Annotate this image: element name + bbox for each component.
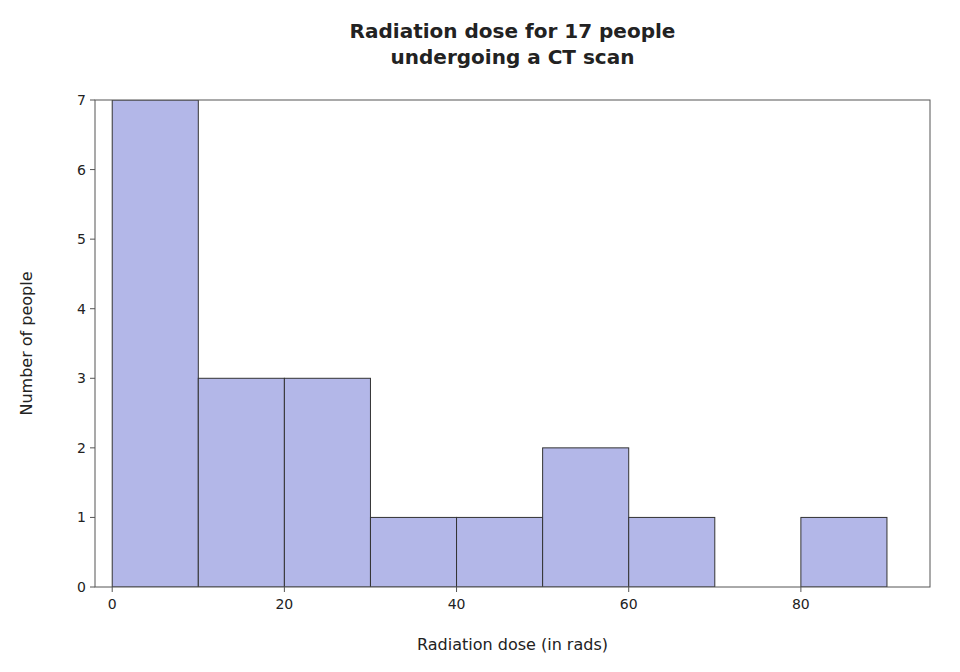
histogram-bar [198, 378, 284, 587]
histogram-bar [112, 100, 198, 587]
y-tick [90, 517, 95, 518]
y-tick-label: 3 [77, 370, 86, 386]
histogram-bar [457, 517, 543, 587]
y-tick [90, 587, 95, 588]
x-axis: 0 20 40 60 80 [108, 587, 810, 612]
x-axis-label: Radiation dose (in rads) [417, 635, 608, 654]
histogram-bar [543, 448, 629, 587]
histogram-bar [629, 517, 715, 587]
histogram-bar [284, 378, 370, 587]
x-tick [284, 587, 285, 592]
y-tick-label: 1 [77, 509, 86, 525]
x-tick-label: 40 [448, 596, 466, 612]
chart: 0 1 2 3 4 5 6 7 0 20 40 60 80 Radiation dose for 17 p… [0, 0, 960, 672]
y-tick-label: 6 [77, 162, 86, 178]
x-tick-label: 80 [792, 596, 810, 612]
y-tick-label: 2 [77, 440, 86, 456]
chart-title: Radiation dose for 17 peopleundergoing a… [350, 19, 676, 69]
bars [112, 100, 887, 587]
y-tick-label: 0 [77, 579, 86, 595]
histogram-bar [801, 517, 887, 587]
x-tick-label: 0 [108, 596, 117, 612]
plot-background [95, 100, 930, 587]
chart-container: 0 1 2 3 4 5 6 7 0 20 40 60 80 Radiation dose for 17 p… [0, 0, 960, 672]
y-tick [90, 100, 95, 101]
y-tick-label: 5 [77, 231, 86, 247]
plot-frame [95, 100, 930, 587]
x-tick-label: 20 [275, 596, 293, 612]
y-axis: 0 1 2 3 4 5 6 7 [77, 92, 95, 595]
y-tick [90, 239, 95, 240]
y-axis-label: Number of people [17, 271, 36, 415]
y-tick [90, 308, 95, 309]
y-tick [90, 447, 95, 448]
x-tick-label: 60 [620, 596, 638, 612]
x-tick [112, 587, 113, 592]
y-tick-label: 4 [77, 301, 86, 317]
histogram-bar [370, 517, 456, 587]
y-tick-label: 7 [77, 92, 86, 108]
x-tick [456, 587, 457, 592]
y-tick [90, 378, 95, 379]
x-tick [628, 587, 629, 592]
y-tick [90, 169, 95, 170]
x-tick [800, 587, 801, 592]
